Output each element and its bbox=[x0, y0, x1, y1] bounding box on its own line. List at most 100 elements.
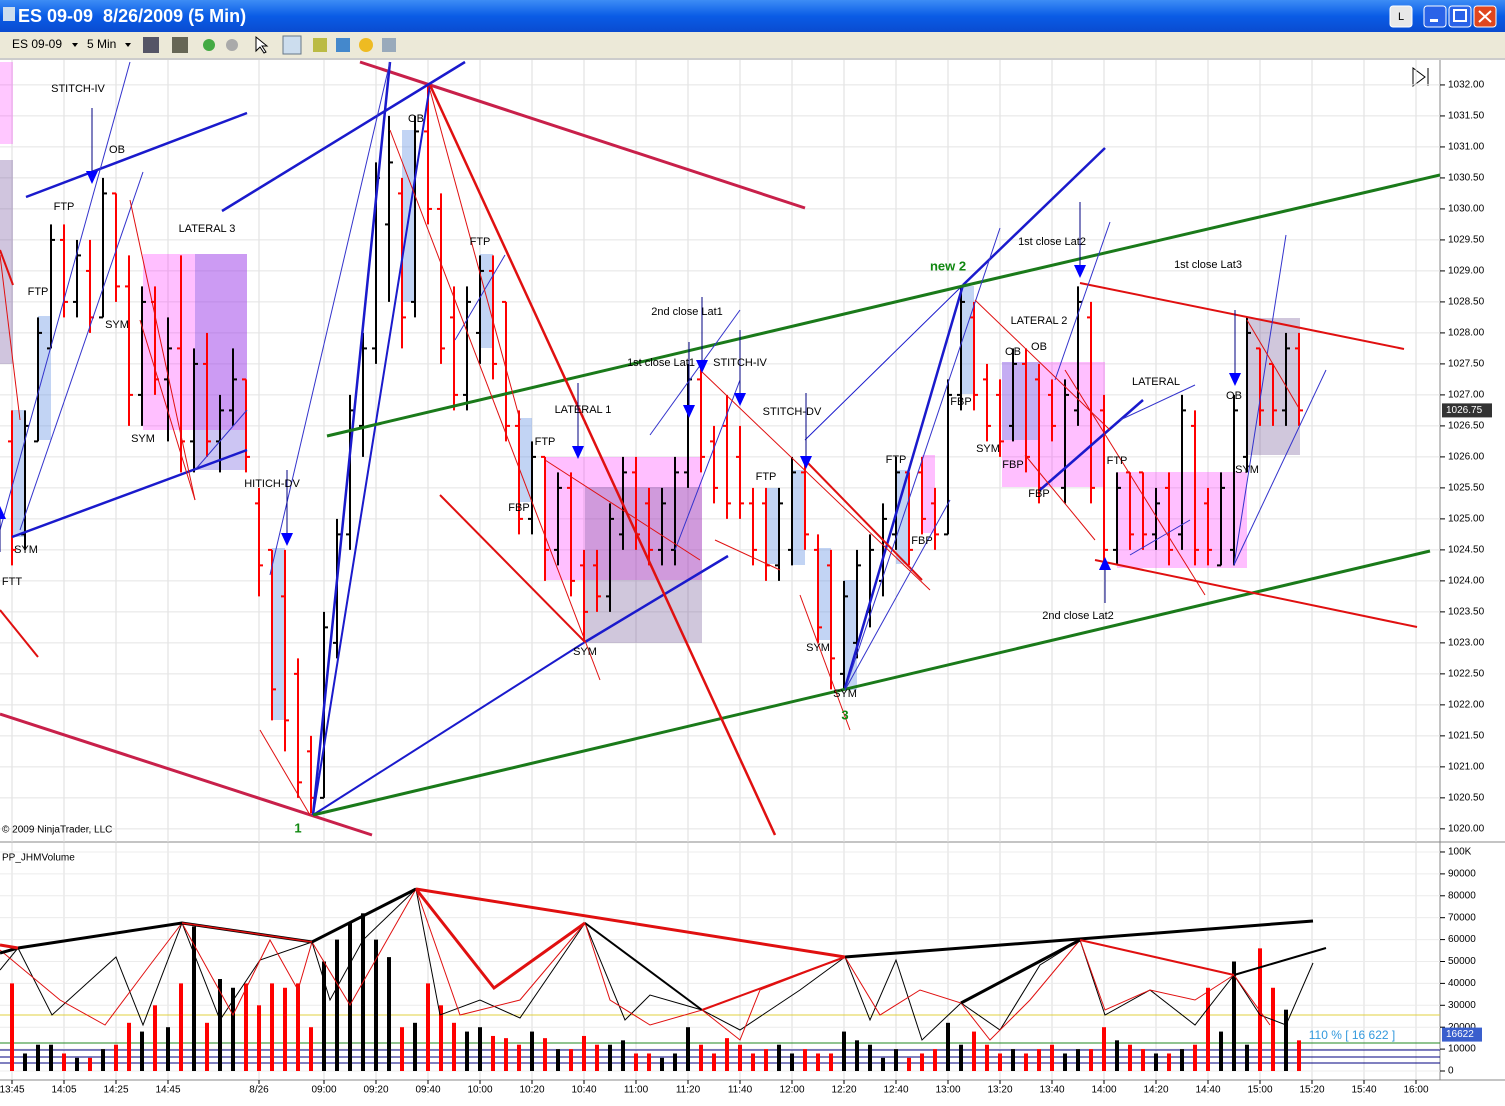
cursor-button[interactable] bbox=[255, 35, 269, 54]
volume-bar bbox=[101, 1049, 105, 1071]
x-tick-label: 14:45 bbox=[155, 1085, 180, 1096]
annotation: FTP bbox=[1107, 455, 1128, 467]
copyright: © 2009 NinjaTrader, LLC bbox=[2, 825, 112, 836]
volume-bar bbox=[634, 1053, 638, 1071]
order-button[interactable] bbox=[359, 38, 373, 52]
zone bbox=[766, 488, 779, 564]
zone bbox=[12, 410, 25, 537]
y-tick-label: 1028.00 bbox=[1448, 328, 1485, 339]
data-button[interactable] bbox=[313, 38, 327, 52]
y-tick-label: 1021.50 bbox=[1448, 730, 1485, 741]
annotation: HITICH-DV bbox=[244, 478, 300, 490]
volume-bar bbox=[1219, 1031, 1223, 1071]
y-tick-label: 30000 bbox=[1448, 1000, 1476, 1011]
y-tick-label: 1031.00 bbox=[1448, 142, 1485, 153]
trendline bbox=[804, 459, 923, 581]
l-button[interactable] bbox=[1389, 5, 1413, 28]
trendline bbox=[1233, 369, 1327, 566]
properties-button[interactable] bbox=[382, 38, 396, 52]
volume-bar bbox=[868, 1044, 872, 1071]
trendline bbox=[194, 409, 248, 471]
zone bbox=[792, 470, 805, 565]
volume-bar bbox=[647, 1053, 651, 1071]
annotation: SYM bbox=[14, 544, 38, 556]
annotation: FTP bbox=[756, 471, 777, 483]
volume-bar bbox=[1297, 1040, 1301, 1071]
trendline bbox=[674, 379, 741, 551]
x-tick-label: 13:40 bbox=[1039, 1085, 1064, 1096]
minimize-button[interactable] bbox=[1423, 5, 1447, 28]
arrow bbox=[683, 405, 695, 418]
y-tick-label: 1026.00 bbox=[1448, 452, 1485, 463]
x-tick-label: 10:20 bbox=[519, 1085, 544, 1096]
trendline bbox=[311, 61, 392, 816]
annotation: OB bbox=[1031, 341, 1047, 353]
zoom-in-button[interactable] bbox=[203, 39, 215, 51]
scroll-end-button[interactable] bbox=[1412, 67, 1429, 87]
volume-bar bbox=[153, 1005, 157, 1071]
annotation: FTT bbox=[2, 576, 22, 588]
zone bbox=[896, 470, 909, 564]
trendline bbox=[454, 254, 506, 341]
interval-selector[interactable]: 5 Min bbox=[87, 37, 116, 51]
draw-button[interactable] bbox=[172, 37, 188, 53]
x-tick-label: 11:20 bbox=[676, 1085, 701, 1096]
volume-bar bbox=[1076, 1049, 1080, 1071]
trendline bbox=[259, 729, 311, 816]
zone bbox=[0, 160, 13, 364]
volume-bar bbox=[725, 1038, 729, 1071]
trendline bbox=[649, 309, 741, 436]
indicator-line bbox=[0, 887, 1314, 1041]
x-tick-label: 8/26 bbox=[249, 1085, 269, 1096]
y-tick-label: 1028.50 bbox=[1448, 297, 1485, 308]
trendline bbox=[699, 369, 931, 591]
trendline bbox=[129, 199, 196, 501]
volume-bar bbox=[1037, 1049, 1041, 1071]
volume-bar bbox=[699, 1044, 703, 1071]
volume-bar bbox=[803, 1049, 807, 1071]
trendline bbox=[1246, 319, 1301, 411]
y-tick-label: 1029.50 bbox=[1448, 235, 1485, 246]
indicator-line bbox=[960, 938, 1081, 1005]
volume-bar bbox=[790, 1053, 794, 1071]
annotation: 3 bbox=[841, 707, 848, 722]
trendline bbox=[0, 254, 21, 421]
y-tick-label: 1025.00 bbox=[1448, 514, 1485, 525]
trendline bbox=[584, 554, 729, 644]
annotation: STITCH-IV bbox=[713, 357, 767, 369]
annotation: 2nd close Lat2 bbox=[1042, 610, 1114, 622]
trendline bbox=[1129, 519, 1191, 556]
annotation: OB bbox=[1005, 346, 1021, 358]
volume-bar bbox=[36, 1044, 40, 1071]
x-tick-label: 10:00 bbox=[467, 1085, 492, 1096]
volume-bar bbox=[1193, 1044, 1197, 1071]
volume-bar bbox=[881, 1057, 885, 1071]
crosshair-button[interactable] bbox=[282, 35, 302, 55]
zone bbox=[1002, 362, 1105, 487]
x-tick-label: 15:20 bbox=[1299, 1085, 1324, 1096]
annotation: SYM bbox=[976, 443, 1000, 455]
volume-bar bbox=[49, 1044, 53, 1071]
zoom-out-button[interactable] bbox=[226, 39, 238, 51]
trendline bbox=[799, 594, 851, 731]
annotation: STITCH-IV bbox=[51, 83, 105, 95]
volume-bar bbox=[751, 1053, 755, 1071]
y-tick-label: 20000 bbox=[1448, 1022, 1476, 1033]
y-tick-label: 1027.00 bbox=[1448, 390, 1485, 401]
volume-bar bbox=[465, 1031, 469, 1071]
y-tick-label: 1025.50 bbox=[1448, 483, 1485, 494]
volume-bar bbox=[166, 1027, 170, 1071]
zone bbox=[585, 487, 702, 643]
annotation: FTP bbox=[54, 201, 75, 213]
x-tick-label: 14:25 bbox=[103, 1085, 128, 1096]
instrument-selector[interactable]: ES 09-09 bbox=[12, 37, 62, 51]
volume-bar bbox=[270, 983, 274, 1071]
annotation: SYM bbox=[131, 433, 155, 445]
x-tick-label: 09:20 bbox=[363, 1085, 388, 1096]
volume-bar bbox=[1128, 1044, 1132, 1071]
chart-button[interactable] bbox=[336, 38, 350, 52]
volume-bar bbox=[1024, 1053, 1028, 1071]
volume-bar bbox=[1284, 1009, 1288, 1071]
zone bbox=[922, 455, 935, 533]
bar-type-button[interactable] bbox=[143, 37, 159, 53]
